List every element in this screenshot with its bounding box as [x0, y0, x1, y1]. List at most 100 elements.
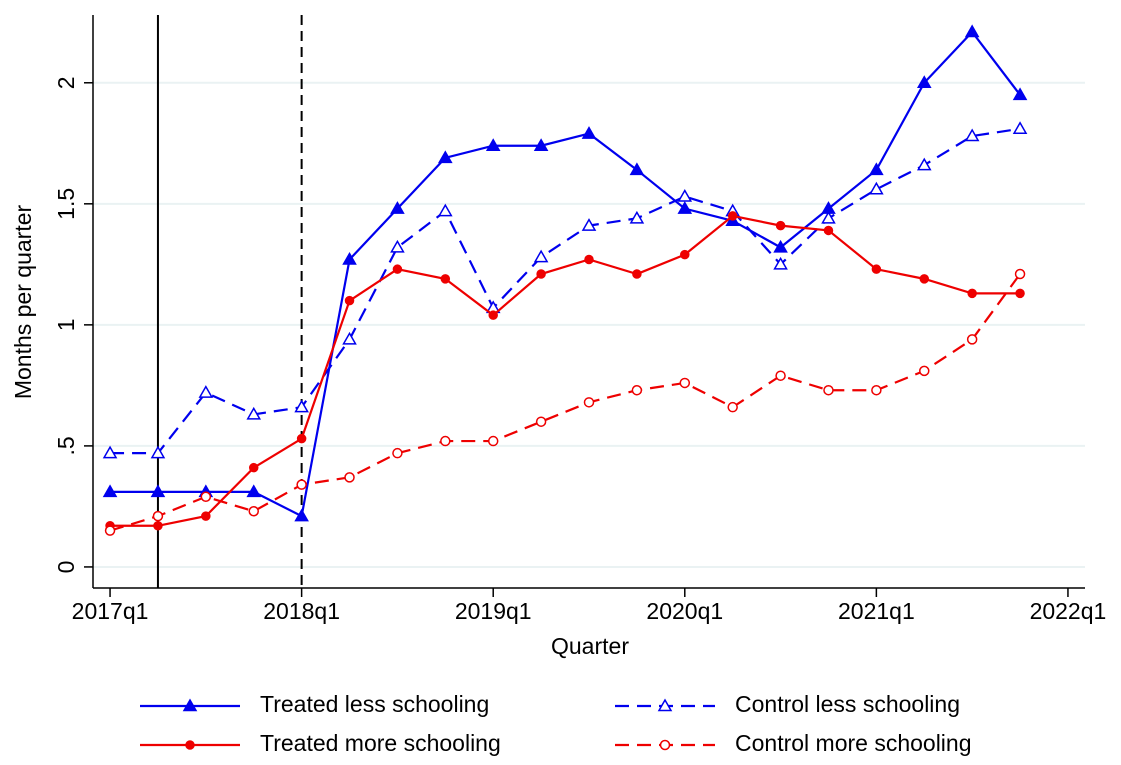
point — [775, 220, 786, 231]
point — [294, 399, 309, 413]
x-tick-label: 2022q1 — [1030, 598, 1107, 624]
point — [246, 406, 262, 420]
point — [869, 181, 884, 195]
point — [1014, 268, 1026, 280]
point — [584, 254, 594, 265]
point — [152, 510, 164, 522]
point — [535, 416, 547, 427]
point — [342, 251, 357, 265]
point — [344, 472, 355, 483]
point — [296, 479, 307, 490]
legend-label: Treated less schooling — [260, 691, 489, 717]
x-tick-label: 2018q1 — [263, 598, 340, 624]
point — [294, 508, 309, 522]
point — [296, 433, 307, 444]
point — [966, 334, 978, 345]
legend-marker — [657, 698, 673, 712]
series-line — [110, 214, 1021, 527]
point — [727, 401, 738, 413]
point — [102, 445, 118, 459]
legend-label: Control less schooling — [735, 691, 960, 717]
legend-marker — [659, 739, 671, 751]
point — [821, 210, 836, 224]
point — [775, 370, 786, 381]
point — [104, 525, 116, 536]
point — [916, 75, 932, 89]
point — [964, 24, 980, 38]
point — [919, 365, 930, 377]
y-axis-title: Months per quarter — [10, 205, 36, 400]
y-tick-label: .5 — [53, 436, 79, 455]
point — [964, 128, 980, 142]
point — [871, 264, 882, 274]
point — [1015, 288, 1025, 299]
y-tick-label: 1.5 — [53, 188, 79, 220]
point — [629, 162, 645, 176]
point — [440, 435, 451, 447]
x-tick-label: 2017q1 — [72, 598, 149, 624]
legend-marker — [185, 740, 195, 750]
point — [1012, 121, 1028, 135]
point — [871, 384, 882, 396]
point — [533, 249, 549, 263]
plot-area: 0 .5 1 1.5 2 2017q1 2018q1 2019q1 2020q1 2021q1 20… — [53, 15, 1106, 624]
x-tick-label: 2021q1 — [838, 598, 915, 624]
point — [773, 256, 788, 270]
y-tick-label: 1 — [53, 318, 79, 331]
y-tick-label: 0 — [53, 561, 79, 574]
point — [248, 462, 259, 473]
point — [153, 521, 163, 531]
y-tick-label: 2 — [53, 76, 79, 89]
point — [727, 211, 738, 221]
legend: Treated less schooling Control less schoo… — [140, 691, 972, 756]
point — [773, 239, 788, 253]
point — [488, 310, 498, 320]
point — [485, 138, 501, 151]
point — [916, 157, 932, 171]
point — [919, 274, 930, 284]
point — [581, 218, 597, 231]
point — [967, 288, 977, 299]
point — [150, 484, 166, 498]
point — [102, 484, 118, 498]
point — [248, 506, 259, 517]
series-line — [109, 273, 1021, 532]
point — [629, 210, 645, 224]
point — [200, 491, 212, 502]
point — [342, 331, 357, 345]
point — [631, 384, 643, 396]
point — [869, 162, 884, 176]
point — [677, 201, 693, 214]
point — [440, 274, 451, 284]
legend-label: Treated more schooling — [260, 730, 501, 756]
point — [536, 269, 546, 279]
point — [677, 189, 693, 202]
point — [823, 225, 834, 236]
point — [246, 484, 262, 498]
point — [438, 203, 453, 217]
point — [390, 201, 405, 214]
x-axis-title: Quarter — [551, 633, 629, 659]
point — [392, 264, 403, 274]
point — [201, 511, 211, 521]
x-tick-label: 2020q1 — [646, 598, 723, 624]
point — [392, 447, 403, 459]
point — [679, 377, 691, 389]
point — [487, 435, 499, 447]
point — [390, 239, 405, 253]
point — [680, 249, 690, 260]
point — [1012, 87, 1028, 101]
point — [632, 269, 642, 279]
point — [150, 445, 166, 459]
point — [198, 385, 214, 398]
series-line — [110, 127, 1021, 455]
x-tick-label: 2019q1 — [455, 598, 532, 624]
point — [438, 150, 453, 164]
point — [581, 126, 597, 139]
point — [533, 138, 549, 151]
legend-label: Control more schooling — [735, 730, 972, 756]
point — [583, 397, 595, 408]
series-line — [110, 30, 1021, 518]
